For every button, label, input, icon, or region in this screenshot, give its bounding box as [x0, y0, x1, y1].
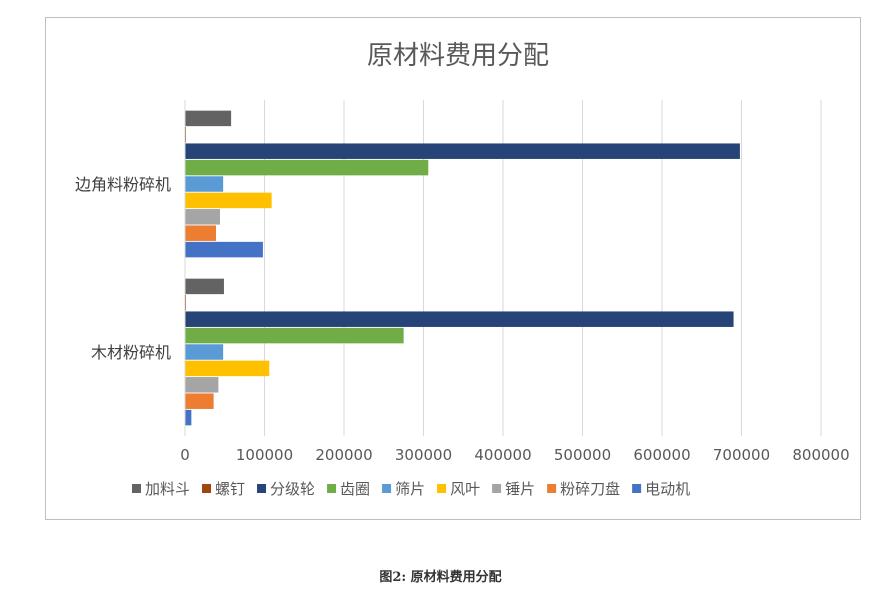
legend-label: 筛片: [395, 480, 425, 498]
category-label: 木材粉碎机: [91, 343, 171, 362]
x-tick-label: 400000: [474, 446, 531, 464]
chart-title: 原材料费用分配: [367, 41, 549, 71]
legend-swatch: [437, 484, 447, 493]
chart-frame: 原材料费用分配 0 100000 200000 300000 400000 500000 6…: [45, 17, 861, 520]
bar: [185, 241, 263, 258]
x-tick-label: 600000: [633, 446, 690, 464]
bar: [185, 409, 192, 426]
x-tick-label: 200000: [315, 446, 372, 464]
legend-label: 风叶: [450, 480, 480, 498]
legend-swatch: [132, 484, 141, 493]
bars: [185, 110, 740, 426]
x-tick-label: 500000: [554, 446, 611, 464]
legend-label: 分级轮: [270, 480, 315, 498]
bar: [185, 311, 734, 327]
legend-swatch: [632, 484, 642, 493]
bar: [185, 344, 224, 360]
category-label: 边角料粉碎机: [75, 175, 171, 194]
figure-caption: 图2: 原材料费用分配: [379, 570, 502, 585]
legend-swatch: [257, 484, 267, 493]
bar: [185, 176, 224, 192]
axes: 0 100000 200000 300000 400000 500000 600000 700…: [75, 100, 850, 464]
legend-label: 粉碎刀盘: [560, 480, 620, 498]
legend-label: 锤片: [505, 480, 535, 498]
bar: [185, 143, 740, 159]
bar: [185, 209, 220, 225]
bar: [185, 278, 224, 295]
bar-chart: 原材料费用分配 0 100000 200000 300000 400000 500000 6…: [75, 41, 850, 498]
bar: [185, 159, 429, 176]
x-tick-label: 100000: [236, 446, 293, 464]
legend-swatch: [492, 484, 502, 493]
legend-label: 电动机: [645, 480, 690, 498]
x-tick-label: 700000: [713, 446, 770, 464]
bar: [185, 393, 214, 409]
x-tick-label: 300000: [395, 446, 452, 464]
x-tick-label: 0: [180, 446, 190, 464]
legend-label: 螺钉: [215, 480, 245, 498]
bar: [185, 327, 404, 344]
legend-swatch: [202, 484, 212, 493]
legend-swatch: [327, 484, 337, 493]
bar: [185, 225, 217, 241]
legend-label: 齿圈: [340, 480, 370, 498]
legend-swatch: [382, 484, 392, 493]
legend-swatch: [547, 484, 557, 493]
bar: [185, 192, 272, 209]
bar: [185, 377, 219, 393]
x-tick-label: 800000: [792, 446, 849, 464]
bar: [185, 360, 270, 377]
legend-label: 加料斗: [145, 480, 190, 498]
legend: 加料斗 螺钉 分级轮 齿圈 筛片 风叶 锤片 粉碎刀盘 电动机: [132, 480, 690, 498]
bar: [185, 110, 232, 127]
